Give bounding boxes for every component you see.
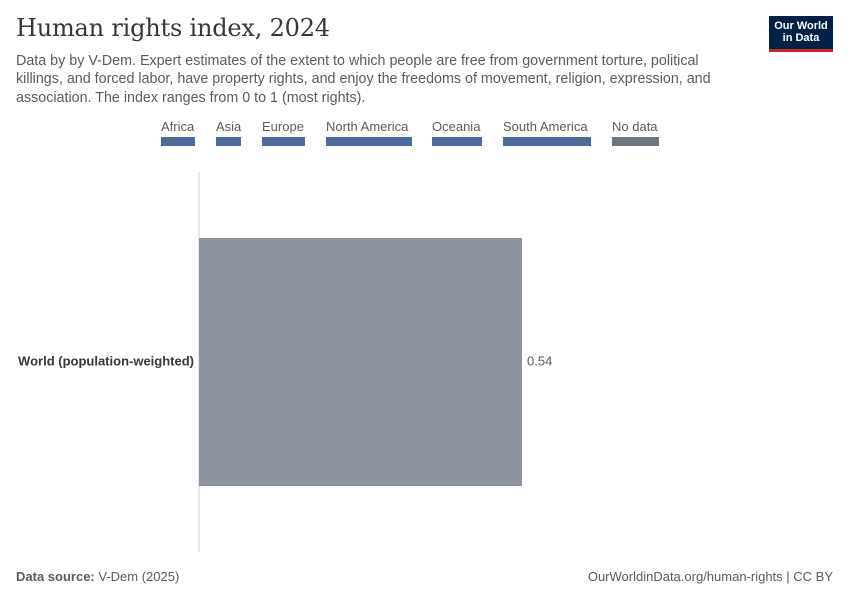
legend-swatch — [612, 137, 659, 146]
value-label: 0.54 — [527, 353, 552, 368]
legend-item-south-america[interactable]: South America — [503, 119, 591, 146]
legend-label: Africa — [161, 119, 195, 134]
legend-item-no-data[interactable]: No data — [612, 119, 659, 146]
legend-item-europe[interactable]: Europe — [262, 119, 305, 146]
legend-swatch — [216, 137, 241, 146]
legend-label: Asia — [216, 119, 242, 134]
data-source-value[interactable]: V-Dem (2025) — [98, 569, 180, 584]
legend-item-oceania[interactable]: Oceania — [432, 119, 482, 146]
category-label: World (population-weighted) — [18, 353, 194, 368]
legend-swatch — [432, 137, 482, 146]
legend-item-north-america[interactable]: North America — [326, 119, 412, 146]
legend-item-asia[interactable]: Asia — [216, 119, 241, 146]
legend-label: North America — [326, 119, 409, 134]
data-source: Data source: V-Dem (2025) — [16, 569, 179, 584]
bar-world[interactable] — [199, 238, 522, 486]
owid-logo[interactable]: Our World in Data — [769, 16, 833, 52]
logo-line-1: Our World — [774, 20, 828, 32]
legend-swatch — [326, 137, 412, 146]
footer-credit-link[interactable]: OurWorldinData.org/human-rights | CC BY — [587, 569, 833, 584]
chart-subtitle: Data by by V-Dem. Expert estimates of th… — [16, 53, 711, 106]
logo-line-2: in Data — [782, 32, 820, 44]
legend-swatch — [503, 137, 591, 146]
legend-label: South America — [503, 119, 588, 134]
legend-label: No data — [612, 119, 658, 134]
legend-swatch — [161, 137, 195, 146]
legend-label: Europe — [262, 119, 304, 134]
legend-label: Oceania — [432, 119, 481, 134]
data-source-label: Data source: — [16, 569, 95, 584]
legend-swatch — [262, 137, 305, 146]
legend-item-africa[interactable]: Africa — [161, 119, 195, 146]
chart-title: Human rights index, 2024 — [16, 14, 330, 42]
